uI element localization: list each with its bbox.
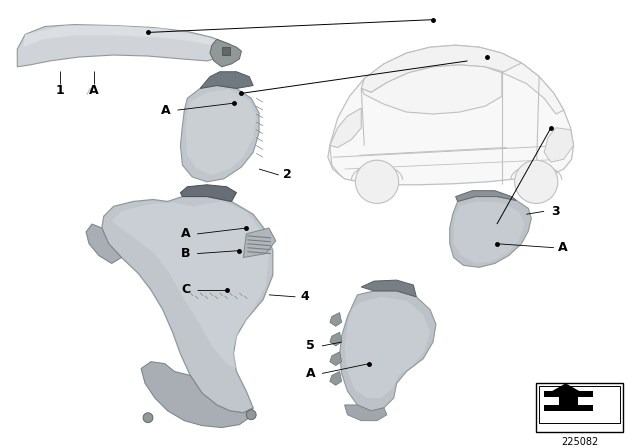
Polygon shape: [344, 297, 430, 398]
Polygon shape: [180, 185, 236, 202]
Circle shape: [143, 413, 153, 422]
Text: B: B: [180, 247, 190, 260]
Polygon shape: [330, 332, 342, 346]
Polygon shape: [23, 26, 230, 47]
Polygon shape: [102, 197, 273, 413]
Polygon shape: [344, 405, 387, 421]
Polygon shape: [544, 391, 593, 411]
Polygon shape: [180, 86, 259, 182]
Polygon shape: [221, 47, 230, 55]
Text: 5: 5: [307, 340, 315, 353]
Polygon shape: [330, 371, 342, 385]
Polygon shape: [361, 280, 416, 297]
Polygon shape: [210, 39, 241, 67]
Polygon shape: [330, 352, 342, 366]
FancyBboxPatch shape: [536, 383, 623, 432]
Circle shape: [246, 410, 256, 420]
Polygon shape: [200, 72, 253, 88]
Polygon shape: [544, 128, 573, 162]
Polygon shape: [502, 63, 564, 114]
Text: A: A: [180, 228, 190, 241]
Text: A: A: [89, 84, 99, 97]
Text: A: A: [305, 367, 315, 380]
Text: 225082: 225082: [561, 437, 598, 448]
Polygon shape: [454, 202, 524, 263]
Text: A: A: [558, 241, 568, 254]
Text: 4: 4: [300, 290, 309, 303]
Polygon shape: [17, 25, 230, 67]
Polygon shape: [330, 313, 342, 326]
Polygon shape: [552, 383, 579, 391]
Polygon shape: [111, 202, 269, 369]
Polygon shape: [450, 197, 531, 267]
Circle shape: [515, 160, 558, 203]
Text: A: A: [161, 103, 171, 116]
Text: 3: 3: [551, 205, 559, 218]
Polygon shape: [361, 65, 502, 114]
Polygon shape: [186, 90, 256, 175]
Text: 2: 2: [283, 168, 291, 181]
Polygon shape: [340, 291, 436, 411]
Text: 1: 1: [55, 84, 64, 97]
Text: C: C: [181, 284, 190, 297]
Polygon shape: [86, 224, 122, 263]
Polygon shape: [243, 228, 276, 258]
Polygon shape: [330, 108, 361, 147]
Polygon shape: [361, 45, 539, 92]
Circle shape: [355, 160, 399, 203]
Polygon shape: [141, 362, 253, 427]
FancyBboxPatch shape: [539, 386, 620, 422]
Polygon shape: [456, 191, 516, 202]
Polygon shape: [328, 45, 573, 185]
